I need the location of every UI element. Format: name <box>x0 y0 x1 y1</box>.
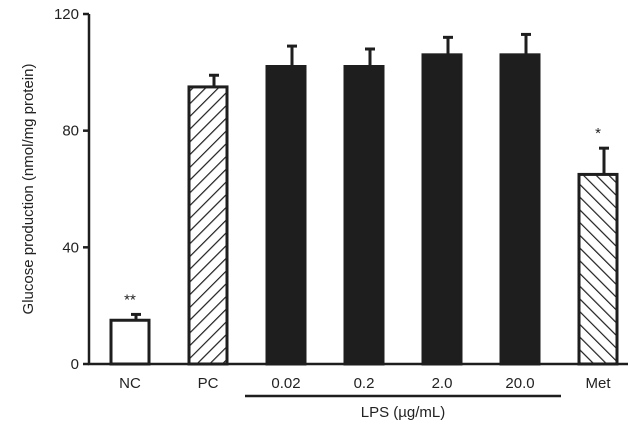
bar-NC <box>109 318 151 366</box>
y-tick-label: 40 <box>62 239 79 256</box>
lps-group: LPS (µg/mL) <box>245 394 561 421</box>
bar-0.2 <box>343 65 385 366</box>
x-tick-label: 20.0 <box>505 375 534 392</box>
y-axis-title: Glucose production (nmol/mg protein) <box>20 64 37 315</box>
y-tick-label: 0 <box>71 356 79 373</box>
category-labels: NC PC 0.02 0.2 2.0 20.0 Met <box>119 375 611 392</box>
y-tick-label: 120 <box>54 6 79 23</box>
significance-marker: * <box>595 125 601 142</box>
axes: Glucose production (nmol/mg protein) <box>20 14 628 366</box>
bar-20.0 <box>499 53 541 366</box>
x-tick-label: 0.02 <box>271 375 300 392</box>
bars: *** <box>109 32 619 366</box>
significance-marker: ** <box>124 291 136 308</box>
x-tick-label: PC <box>198 375 219 392</box>
group-label: LPS (µg/mL) <box>361 404 446 421</box>
x-tick-label: 0.2 <box>354 375 375 392</box>
x-tick-label: NC <box>119 375 141 392</box>
y-ticks: 0 40 80 120 <box>54 6 89 373</box>
x-tick-label: Met <box>585 375 611 392</box>
bar-0.02 <box>265 65 307 366</box>
bar-PC <box>187 85 229 366</box>
y-tick-label: 80 <box>62 123 79 140</box>
x-tick-label: 2.0 <box>432 375 453 392</box>
bar-Met <box>577 172 619 366</box>
bar-2.0 <box>421 53 463 366</box>
